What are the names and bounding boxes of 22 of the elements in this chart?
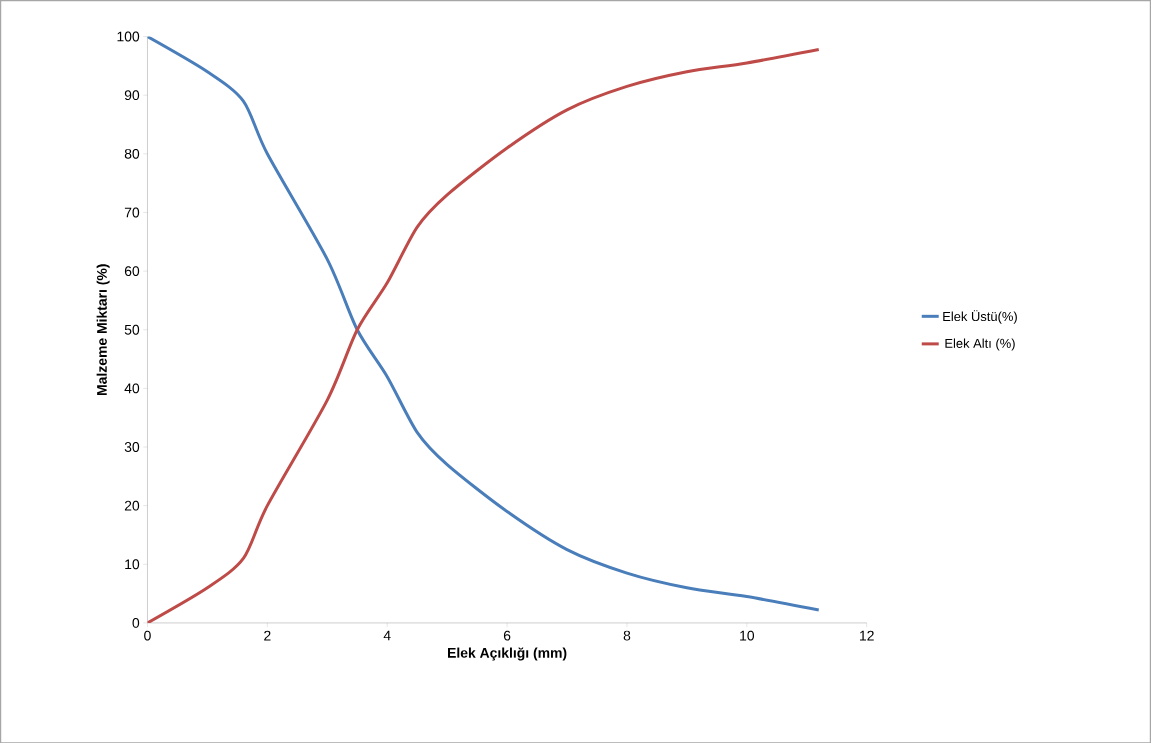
y-tick-label: 100 [117,31,140,42]
x-tick-label: 8 [623,630,631,641]
y-tick-label: 90 [124,90,140,100]
x-tick-label: 2 [264,630,271,641]
y-tick-label: 0 [132,617,140,628]
x-tick-label: 6 [503,630,511,641]
x-tick-label: 12 [860,630,874,641]
x-tick-label: 4 [383,630,391,641]
y-tick-label: 40 [124,383,140,394]
x-tick-label: 10 [740,630,755,641]
y-tick-label: 30 [124,441,140,452]
legend-label: Elek Altı (%) [945,338,1015,351]
y-tick-label: 80 [124,148,140,159]
y-tick-label: 50 [124,324,140,335]
y-tick-label: 20 [124,500,140,511]
x-axis-title: Elek Açıklığı (mm) [448,647,567,661]
x-tick-label: 0 [144,630,151,641]
legend-label: Elek Üstü(%) [943,309,1017,324]
y-tick-label: 10 [125,559,140,570]
y-tick-label: 60 [124,265,140,276]
y-axis-title: Malzeme Miktarı (%) [96,264,110,395]
y-tick-label: 70 [124,207,140,218]
